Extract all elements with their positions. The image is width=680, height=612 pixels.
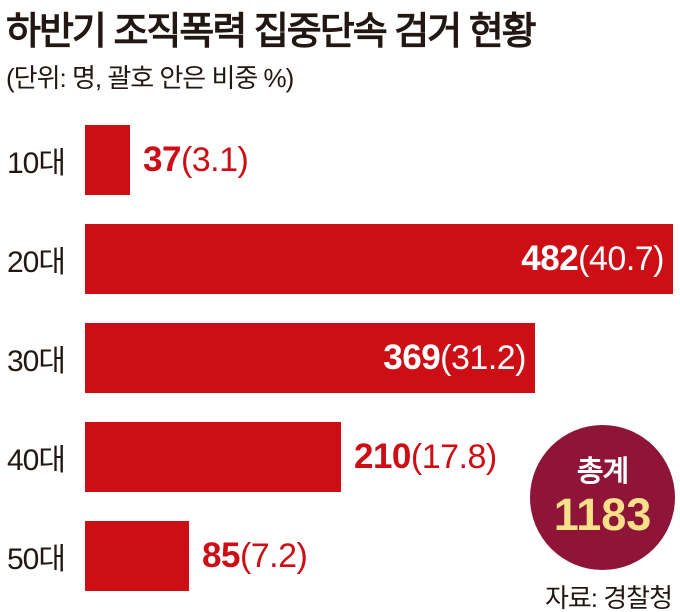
bar: 482(40.7)	[85, 224, 673, 294]
value-number: 85	[202, 536, 240, 575]
category-label: 50대	[7, 543, 66, 576]
value-percent: (31.2)	[440, 339, 526, 377]
value-number: 37	[143, 140, 181, 179]
bar-track: 37(3.1)	[85, 125, 680, 195]
bar-row: 50대 85(7.2)	[0, 521, 680, 591]
value-number: 210	[354, 437, 411, 476]
bar	[85, 521, 189, 591]
value-percent: (3.1)	[180, 141, 249, 179]
bar-track: 482(40.7)	[85, 224, 680, 294]
value-percent: (17.8)	[410, 438, 497, 476]
value-label: 210(17.8)	[354, 437, 497, 477]
value-percent: (40.7)	[578, 240, 664, 278]
total-badge-value: 1183	[553, 488, 652, 540]
bar-row: 30대 369(31.2)	[0, 323, 680, 393]
value-number: 482	[521, 239, 579, 278]
bar	[85, 422, 341, 492]
category-label: 40대	[7, 444, 66, 477]
bar-row: 40대 210(17.8)	[0, 422, 680, 492]
bar-row: 20대 482(40.7)	[0, 224, 680, 294]
value-number: 369	[383, 338, 441, 377]
bar-track: 85(7.2)	[85, 521, 680, 591]
total-badge-label: 총계	[576, 455, 629, 488]
bar-chart: 10대 37(3.1) 20대 482(40.7) 30대 369(31.2) …	[0, 125, 680, 612]
value-label: 369(31.2)	[383, 338, 526, 378]
bar-track: 210(17.8)	[85, 422, 680, 492]
category-label: 30대	[7, 345, 66, 378]
value-label: 37(3.1)	[143, 140, 249, 180]
value-percent: (7.2)	[239, 537, 308, 575]
category-label: 10대	[7, 147, 66, 180]
bar-row: 10대 37(3.1)	[0, 125, 680, 195]
chart-title: 하반기 조직폭력 집중단속 검거 현황	[6, 11, 537, 53]
value-label: 85(7.2)	[202, 536, 308, 576]
bar: 369(31.2)	[85, 323, 535, 393]
chart-unit-note: (단위: 명, 괄호 안은 비중 %)	[6, 63, 294, 93]
bar-track: 369(31.2)	[85, 323, 680, 393]
category-label: 20대	[7, 246, 66, 279]
total-badge: 총계 1183	[530, 425, 675, 570]
bar	[85, 125, 130, 195]
source-note: 자료: 경찰청	[544, 583, 673, 612]
value-label: 482(40.7)	[521, 239, 664, 279]
